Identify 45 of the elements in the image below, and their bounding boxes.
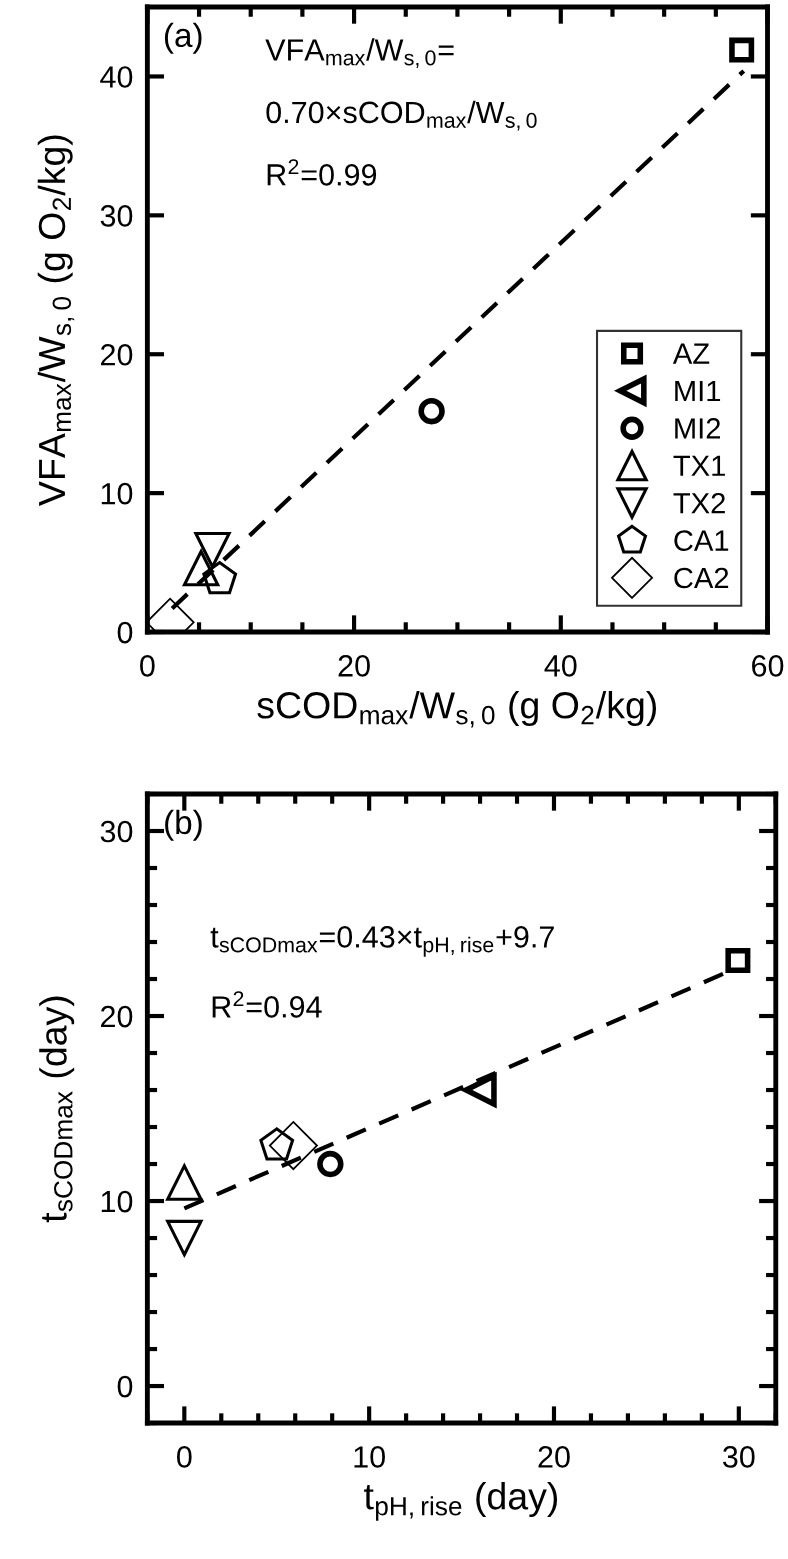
x-tick-label: 40 xyxy=(544,655,577,677)
x-tick-label: 30 xyxy=(722,1446,755,1468)
point xyxy=(182,549,220,587)
x-tick-label: 0 xyxy=(140,655,155,677)
y-tick-label: 20 xyxy=(101,343,133,366)
y-tick-label: 0 xyxy=(117,1375,133,1398)
annotation: (b) xyxy=(165,809,202,841)
x-axis-title: sCOD$_{max}$/W$_{s,0}$ (g O$_{2}$/kg) xyxy=(257,691,657,728)
x-tick-label: 20 xyxy=(338,655,370,677)
y-tick-label: 10 xyxy=(101,1190,133,1213)
y-tick-label: 30 xyxy=(100,820,133,843)
x-tick-label: 0 xyxy=(177,1446,192,1468)
annotation: (a) xyxy=(164,22,202,54)
point xyxy=(317,1150,344,1178)
annotation: VFA$_{max}$/W$_{s,0}$= xyxy=(265,38,454,68)
x-tick-label: 60 xyxy=(752,655,784,677)
point xyxy=(202,561,238,595)
y-tick-label: 10 xyxy=(101,482,133,505)
annotation: 0.70×sCOD$_{max}$/W$_{s,0}$ xyxy=(266,100,537,131)
point xyxy=(194,531,231,569)
x-axis-title: t$_{pH,rise}$ (day) xyxy=(364,1482,558,1521)
y-tick-label: 0 xyxy=(117,621,133,644)
y-tick-label: 40 xyxy=(100,66,133,88)
x-tick-label: 10 xyxy=(354,1446,385,1468)
y-axis-title: VFA$_{max}$/W$_{s,0}$ (g O$_{2}$/kg) xyxy=(37,135,75,506)
annotation: t$_{sCODmax}$=0.43×t$_{pH,rise}$+9.7 xyxy=(210,926,554,957)
point xyxy=(268,1121,318,1171)
y-tick-label: 30 xyxy=(100,205,133,227)
legend-label: CA1 xyxy=(674,530,729,551)
legend-label: TX2 xyxy=(673,492,725,514)
legend-label: AZ xyxy=(672,343,710,364)
y-tick-label: 20 xyxy=(101,1005,133,1028)
point xyxy=(729,37,755,63)
annotation: R$^{2}$=0.99 xyxy=(267,159,377,186)
legend-label: TX1 xyxy=(673,455,725,476)
point xyxy=(166,1164,203,1201)
point xyxy=(166,1219,203,1257)
x-tick-label: 20 xyxy=(538,1446,570,1468)
y-axis-title: t$_{sCODmax}$ (day) xyxy=(39,996,75,1223)
legend-label: MI1 xyxy=(675,381,721,402)
annotation: R$^{2}$=0.94 xyxy=(212,991,322,1018)
point xyxy=(725,948,751,974)
legend-label: MI2 xyxy=(675,418,721,439)
legend-label: CA2 xyxy=(674,567,729,589)
point xyxy=(418,397,445,425)
